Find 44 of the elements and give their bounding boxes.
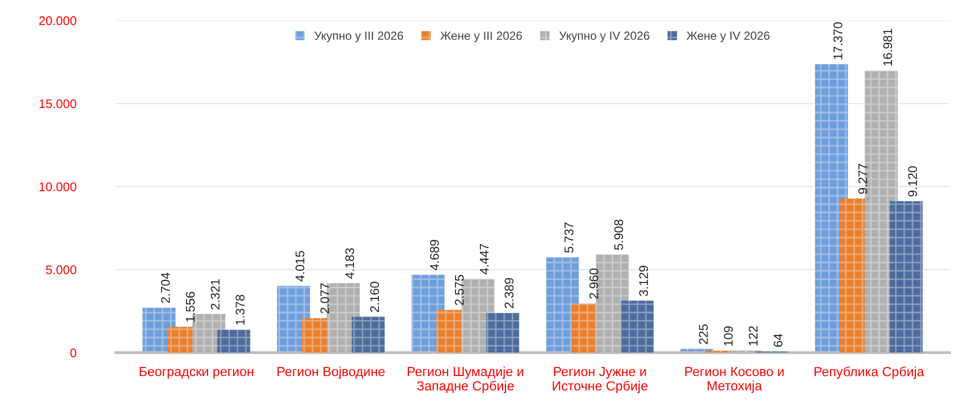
y-tick-label: 0 (70, 348, 76, 358)
data-label: 2.704 (161, 272, 170, 303)
data-label: 2.077 (320, 283, 330, 314)
data-label: 9.120 (908, 166, 917, 196)
bar (620, 300, 654, 353)
data-label: 4.015 (296, 251, 304, 282)
data-label: 17.370 (834, 22, 842, 60)
x-tick-label: Регион Војводине (278, 366, 385, 379)
y-tick-label: 15.000 (40, 99, 76, 108)
bar (486, 312, 520, 353)
data-label: 2.321 (210, 279, 220, 310)
data-label: 64 (774, 334, 782, 347)
x-tick-label: Регион Косово и Метохија (685, 366, 784, 393)
legend-label: Укупно у III 2026 (314, 32, 404, 42)
legend-label: Жене у IV 2026 (686, 32, 770, 42)
data-label: 16.981 (883, 28, 892, 66)
x-tick-label: Регион Јужне и Источне Србије (552, 366, 648, 394)
data-label: 2.389 (504, 278, 514, 308)
data-label: 4.447 (480, 244, 489, 274)
data-label: 2.960 (589, 268, 598, 299)
data-label: 4.183 (345, 248, 354, 279)
data-label: 2.160 (370, 282, 380, 312)
x-tick-label: Београдски регион (140, 366, 254, 379)
data-label: 2.575 (454, 274, 464, 306)
bar (352, 316, 385, 353)
data-label: 3.129 (639, 266, 648, 296)
data-label: 5.737 (564, 222, 574, 253)
y-tick-label: 10.000 (40, 182, 76, 192)
x-tick-label: Република Србија (814, 366, 924, 379)
data-label: 225 (699, 324, 708, 344)
legend-label: Укупно у IV 2026 (559, 32, 650, 42)
data-label: 122 (748, 326, 758, 346)
bar (890, 201, 923, 353)
y-tick-label: 20.000 (39, 16, 76, 26)
data-label: 1.556 (186, 292, 195, 322)
data-label: 109 (724, 326, 733, 346)
data-label: 4.689 (430, 240, 439, 270)
data-label: 9.277 (858, 164, 868, 194)
data-label: 5.908 (614, 220, 624, 250)
y-tick-label: 5.000 (46, 265, 76, 274)
bar (217, 330, 250, 353)
x-tick-label: Регион Шумадије и Западне Србије (408, 366, 524, 394)
legend-label: Жене у III 2026 (440, 32, 522, 42)
data-label: 1.378 (236, 294, 245, 325)
